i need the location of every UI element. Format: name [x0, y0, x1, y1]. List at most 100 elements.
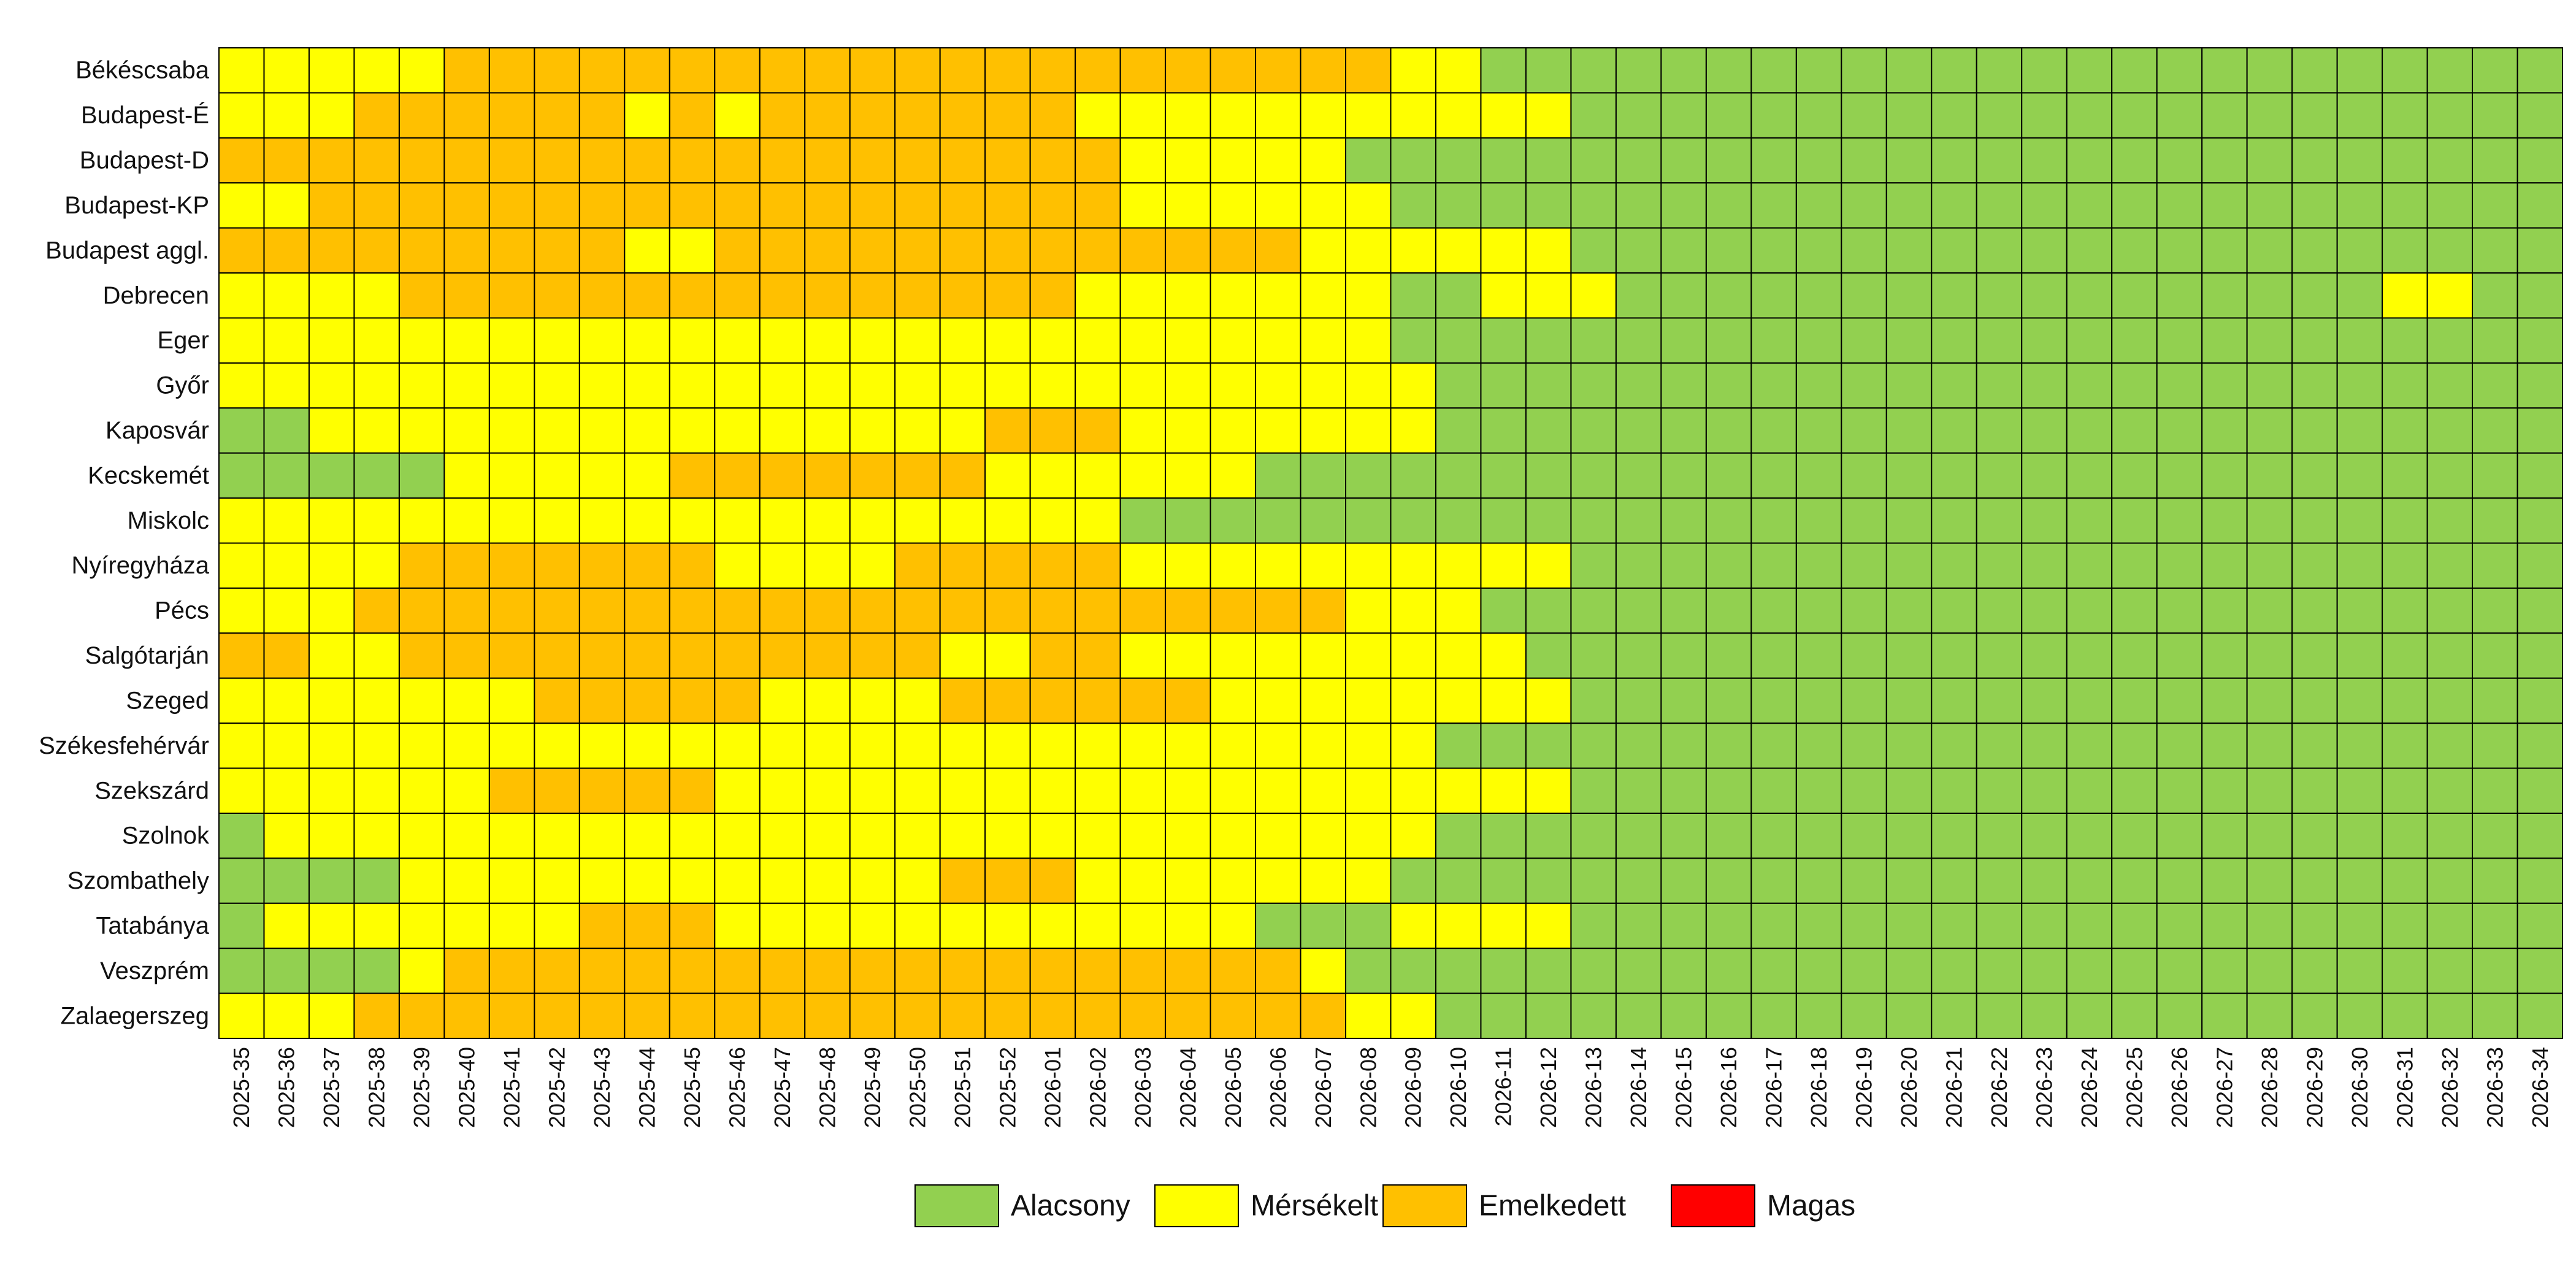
heatmap-cell — [2426, 407, 2474, 454]
heatmap-cell — [2156, 992, 2203, 1039]
heatmap-cell — [1885, 47, 1933, 94]
heatmap-cell — [2066, 542, 2113, 589]
heatmap-cell — [1660, 47, 1707, 94]
column-labels: 2025-35 2025-36 2025-37 2025-38 2025-39 2025-… — [229, 1047, 2553, 1128]
heatmap-cell — [353, 227, 400, 274]
heatmap-cell — [894, 47, 941, 94]
heatmap-cell — [894, 587, 941, 634]
heatmap-cell — [939, 812, 986, 859]
heatmap-cell — [669, 542, 716, 589]
heatmap-cell — [2111, 542, 2158, 589]
column-label: 2025-42 — [545, 1047, 570, 1128]
heatmap-cell — [578, 992, 626, 1039]
heatmap-cell — [669, 407, 716, 454]
heatmap-cell — [1705, 137, 1752, 184]
heatmap-cell — [849, 452, 896, 499]
heatmap-cell — [804, 857, 851, 904]
heatmap-cell — [1075, 812, 1121, 859]
heatmap-cell — [894, 723, 941, 769]
heatmap-cell — [1209, 92, 1257, 139]
heatmap-cell — [218, 227, 265, 274]
heatmap-cell — [2517, 857, 2564, 904]
row-label: Eger — [158, 327, 210, 354]
heatmap-cell — [2201, 812, 2248, 859]
heatmap-cell — [1931, 723, 1977, 769]
heatmap-cell — [624, 92, 670, 139]
heatmap-cell — [1885, 542, 1933, 589]
heatmap-cell — [1615, 812, 1662, 859]
heatmap-cell — [1660, 92, 1707, 139]
heatmap-cell — [1255, 677, 1301, 724]
heatmap-cell — [2021, 137, 2068, 184]
heatmap-cell — [1525, 47, 1572, 94]
heatmap-cell — [443, 902, 490, 949]
heatmap-cell — [534, 47, 580, 94]
heatmap-cell — [1885, 857, 1933, 904]
heatmap-cell — [1435, 857, 1482, 904]
column-label: 2025-46 — [725, 1047, 750, 1128]
heatmap-cell — [2472, 587, 2518, 634]
heatmap-cell — [2336, 767, 2383, 814]
heatmap-cell — [1119, 317, 1167, 364]
heatmap-cell — [2201, 542, 2248, 589]
heatmap-cell — [2291, 272, 2338, 319]
heatmap-cell — [669, 723, 716, 769]
column-label: 2026-06 — [1265, 1047, 1290, 1128]
heatmap-cell — [353, 362, 400, 409]
heatmap-cell — [1209, 587, 1257, 634]
heatmap-cell — [1255, 47, 1301, 94]
heatmap-cell — [1075, 92, 1121, 139]
heatmap-cell — [759, 317, 806, 364]
heatmap-cell — [1345, 902, 1392, 949]
heatmap-cell — [2246, 857, 2293, 904]
heatmap-cell — [2472, 47, 2518, 94]
heatmap-cell — [1660, 452, 1707, 499]
heatmap-cell — [849, 632, 896, 679]
heatmap-cell — [2426, 812, 2474, 859]
heatmap-cell — [2246, 47, 2293, 94]
heatmap-cell — [1525, 317, 1572, 364]
heatmap-cell — [1795, 137, 1842, 184]
heatmap-cell — [1570, 272, 1617, 319]
heatmap-cell — [308, 632, 355, 679]
heatmap-cell — [1615, 137, 1662, 184]
heatmap-cell — [1615, 227, 1662, 274]
heatmap-cell — [308, 47, 355, 94]
heatmap-cell — [1390, 227, 1436, 274]
heatmap-cell — [849, 542, 896, 589]
heatmap-cell — [1931, 47, 1977, 94]
heatmap-cell — [308, 272, 355, 319]
heatmap-cell — [894, 92, 941, 139]
heatmap-cell — [984, 902, 1031, 949]
heatmap-cell — [2066, 812, 2113, 859]
column-label: 2026-14 — [1626, 1047, 1651, 1128]
heatmap-cell — [1570, 227, 1617, 274]
heatmap-cell — [669, 47, 716, 94]
heatmap-cell — [1435, 92, 1482, 139]
heatmap-cell — [578, 407, 626, 454]
heatmap-cell — [1300, 407, 1347, 454]
column-label: 2026-03 — [1130, 1047, 1156, 1128]
heatmap-cell — [443, 857, 490, 904]
row-labels: Békéscsaba Budapest-É Budapest-D Budapest-K… — [39, 57, 210, 1030]
heatmap-cell — [1165, 92, 1211, 139]
heatmap-cell — [1480, 902, 1527, 949]
heatmap-cell — [669, 497, 716, 544]
heatmap-cell — [2246, 272, 2293, 319]
heatmap-cell — [1931, 137, 1977, 184]
heatmap-cell — [939, 452, 986, 499]
heatmap-cell — [1525, 497, 1572, 544]
heatmap-cell — [2201, 137, 2248, 184]
heatmap-cell — [669, 92, 716, 139]
heatmap-cell — [624, 992, 670, 1039]
heatmap-cell — [1390, 902, 1436, 949]
heatmap-cell — [1841, 227, 1887, 274]
heatmap-cell — [984, 362, 1031, 409]
heatmap-cell — [1345, 587, 1392, 634]
heatmap-cell — [669, 452, 716, 499]
heatmap-cell — [1255, 227, 1301, 274]
heatmap-cell — [1750, 992, 1797, 1039]
heatmap-cell — [398, 227, 445, 274]
heatmap-cell — [2472, 992, 2518, 1039]
heatmap-cell — [759, 227, 806, 274]
